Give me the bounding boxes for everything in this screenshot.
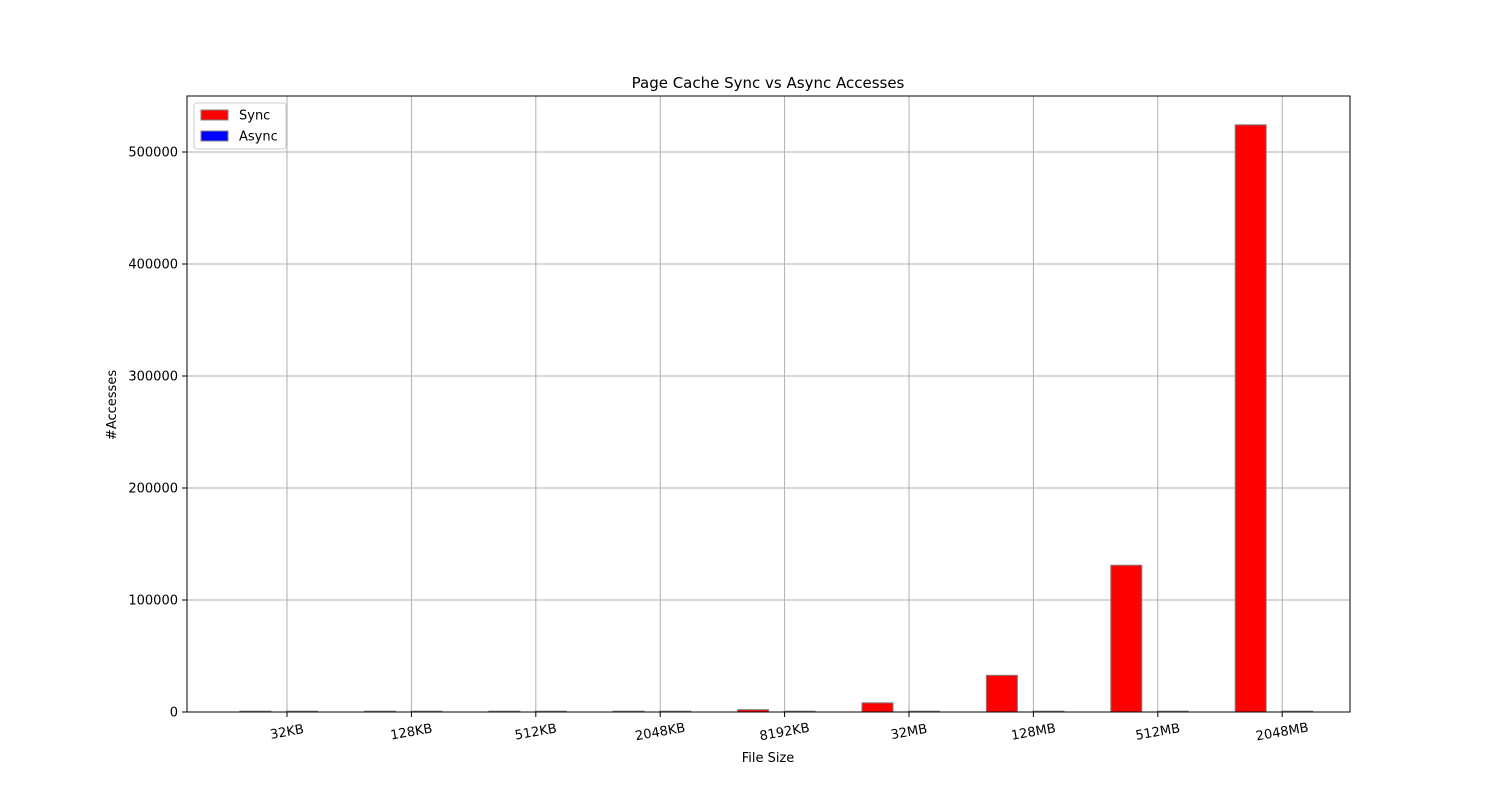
legend: Sync Async	[193, 102, 287, 150]
y-tick-label: 300000	[128, 370, 178, 385]
x-tick-label: 128KB	[389, 721, 433, 743]
legend-swatch-sync	[200, 109, 229, 121]
legend-label-sync: Sync	[239, 109, 270, 124]
x-tick-label: 512KB	[514, 721, 558, 743]
bar-sync-128mb	[985, 674, 1018, 713]
x-tick-label: 32MB	[890, 722, 929, 743]
bar-sync-2048mb	[1234, 124, 1267, 713]
y-tick-label: 0	[170, 706, 178, 721]
bar-sync-32mb	[861, 702, 894, 713]
legend-label-async: Async	[239, 130, 278, 145]
plot-frame	[186, 95, 1351, 713]
y-tick-label: 500000	[128, 146, 178, 161]
x-axis-label: File Size	[742, 751, 795, 766]
chart-title: Page Cache Sync vs Async Accesses	[632, 74, 905, 92]
x-tick-label: 32KB	[269, 722, 305, 743]
bar-sync-512mb	[1110, 564, 1143, 713]
axes-layer: 32KB 128KB 512KB 2048KB 8192KB 32MB 128MB 512MB…	[128, 95, 1351, 744]
y-tick-label: 400000	[128, 258, 178, 273]
y-axis-label: #Accesses	[105, 370, 120, 440]
y-tick-label: 100000	[128, 594, 178, 609]
legend-swatch-async	[200, 130, 229, 142]
y-tick-label: 200000	[128, 482, 178, 497]
